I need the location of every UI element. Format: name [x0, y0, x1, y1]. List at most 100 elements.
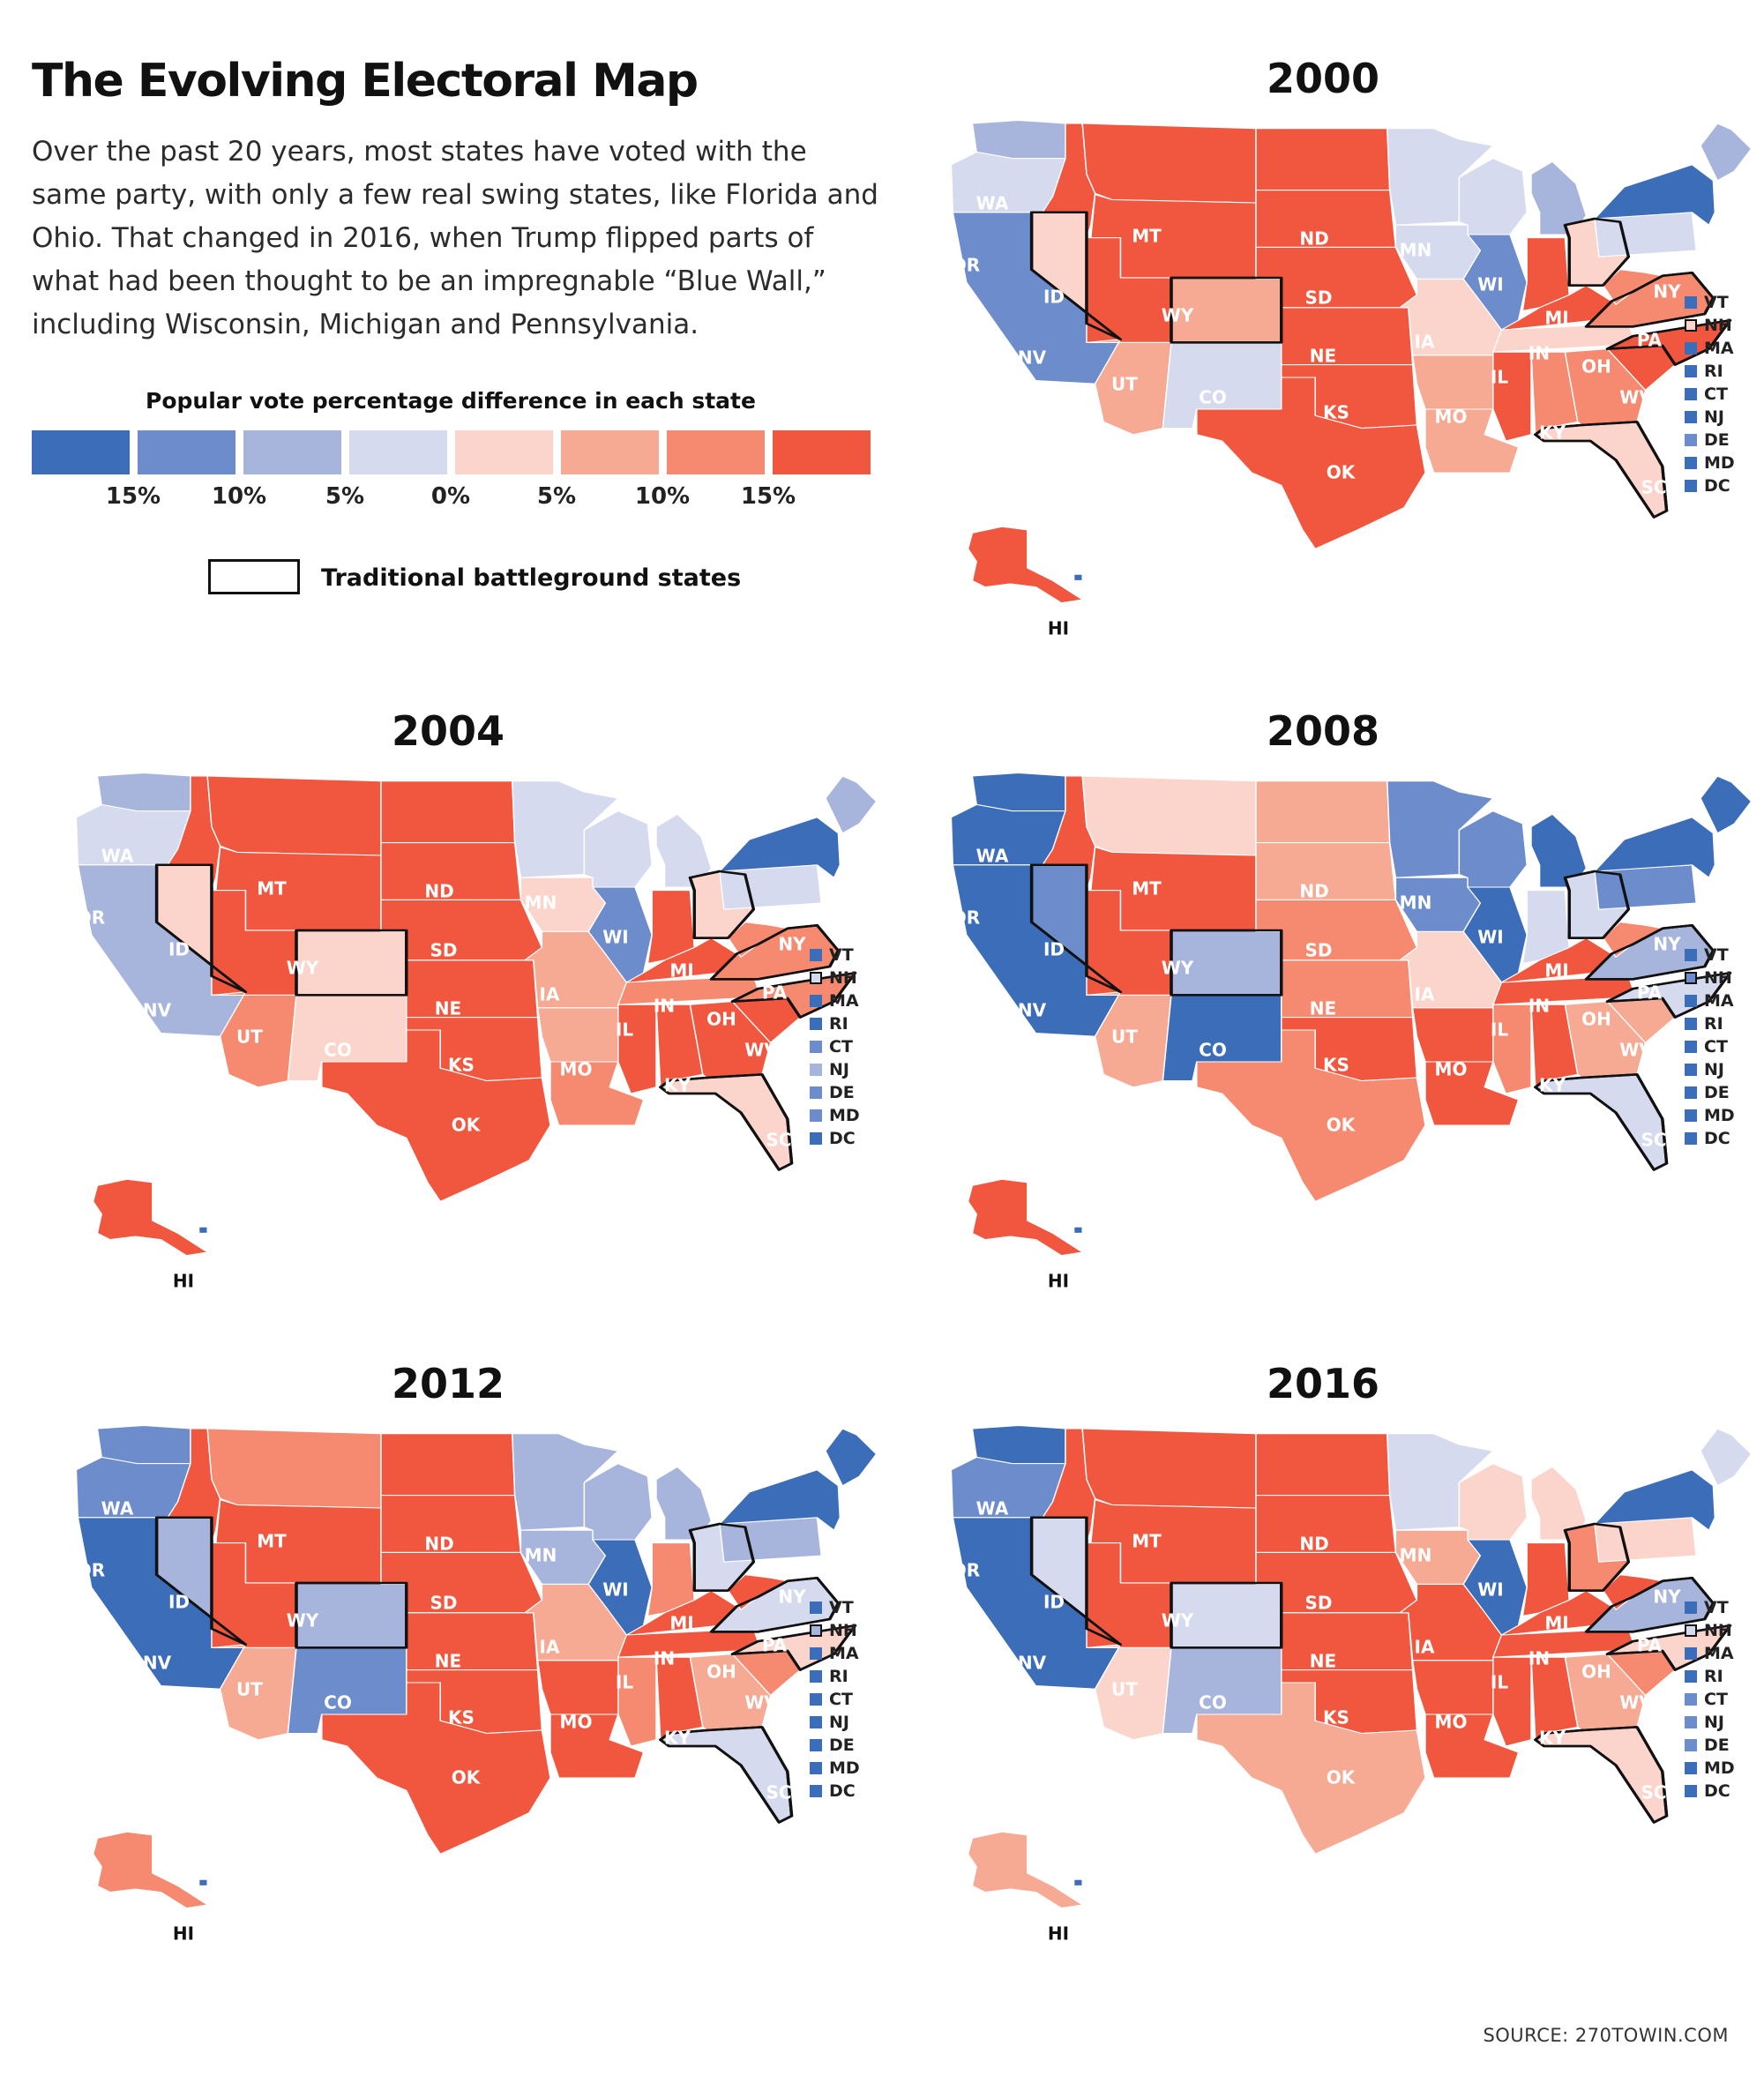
small-state-swatch	[810, 1739, 822, 1751]
small-state-row: CT	[1685, 1037, 1755, 1058]
state-label-nv: NV	[143, 1000, 172, 1021]
state-label-ca: CA	[82, 1688, 109, 1709]
state-label-tn: TN	[1561, 1758, 1588, 1780]
us-map-2012: WA OR CA NV ID MT WY UT CO AZ NM ND SD NE KS OK TX MN IA MO…	[75, 1424, 878, 1945]
state-hi	[1073, 1226, 1083, 1234]
battleground-label: Traditional battleground states	[321, 564, 742, 592]
battleground-outline-nc	[1605, 1624, 1732, 1671]
state-la	[549, 1713, 645, 1779]
map-panel-2008: WA OR CA NV ID MT WY UT CO AZ NM ND SD NE KS OK TX MN IA MO…	[891, 707, 1755, 1325]
state-ny	[719, 1469, 841, 1531]
small-state-label: CT	[1704, 1037, 1728, 1056]
state-ny	[1594, 1469, 1716, 1531]
small-state-label: DC	[1704, 476, 1730, 496]
state-wi	[1458, 1463, 1528, 1541]
us-map-2016: WA OR CA NV ID MT WY UT CO AZ NM ND SD NE KS OK TX MN IA MO…	[950, 1424, 1753, 1945]
small-state-swatch	[1685, 995, 1697, 1007]
state-mt	[206, 1428, 382, 1509]
small-state-label: RI	[829, 1014, 848, 1034]
state-label-oh: OH	[706, 1009, 736, 1030]
state-label-mt: MT	[257, 878, 287, 900]
state-ak	[967, 1178, 1083, 1257]
small-state-swatch	[810, 972, 822, 984]
small-state-label: NH	[1704, 316, 1732, 335]
state-label-la: LA	[1447, 534, 1473, 556]
small-state-label: DE	[1704, 1736, 1730, 1755]
state-label-sd: SD	[430, 1593, 457, 1614]
small-state-label: CT	[1704, 384, 1728, 404]
state-label-hi: HI	[173, 1923, 194, 1945]
state-label-or: OR	[77, 1560, 105, 1581]
state-label-nd: ND	[424, 1534, 453, 1555]
small-state-label: VT	[1704, 293, 1729, 312]
state-label-fl: FL	[767, 1256, 791, 1277]
state-ny	[1594, 817, 1716, 878]
state-wi	[1458, 158, 1528, 235]
state-label-wy: WY	[1162, 305, 1194, 326]
small-state-row: DC	[1685, 1129, 1755, 1150]
state-label-tn: TN	[686, 1758, 713, 1780]
small-state-swatch	[810, 1109, 822, 1122]
state-label-ga: GA	[1587, 1156, 1615, 1177]
state-label-pa: PA	[1637, 982, 1663, 1004]
state-label-va: VA	[783, 1704, 810, 1725]
small-state-label: RI	[1704, 1014, 1723, 1034]
state-label-mi: MI	[669, 960, 693, 982]
small-state-row: MD	[1685, 453, 1755, 474]
map-year-title: 2012	[391, 1360, 505, 1407]
state-ak	[92, 1831, 208, 1909]
battleground-outline-nc	[1605, 318, 1732, 366]
state-label-ks: KS	[448, 1055, 475, 1076]
state-label-fl: FL	[1642, 1908, 1666, 1930]
state-label-pa: PA	[1637, 1635, 1663, 1656]
small-state-row: NJ	[810, 1060, 880, 1081]
state-label-or: OR	[952, 1560, 980, 1581]
state-label-sd: SD	[430, 940, 457, 961]
small-state-swatch	[1685, 1647, 1697, 1660]
state-mt	[1081, 775, 1257, 856]
small-states-key: VT NH MA RI CT NJ DE MD DC	[1685, 293, 1755, 504]
small-state-row: MA	[810, 991, 880, 1012]
state-mt	[206, 775, 382, 856]
state-tx	[321, 1029, 551, 1202]
small-state-row: NH	[810, 1621, 880, 1642]
small-state-swatch	[810, 1785, 822, 1797]
small-state-label: MA	[829, 991, 859, 1011]
state-label-in: IN	[654, 996, 675, 1017]
state-label-ut: UT	[1111, 1679, 1138, 1700]
small-state-row: DE	[1685, 1736, 1755, 1757]
state-label-ks: KS	[1323, 1055, 1349, 1076]
state-label-id: ID	[1043, 939, 1065, 960]
small-state-row: NH	[810, 968, 880, 989]
state-label-ga: GA	[1587, 1809, 1615, 1830]
battleground-outline-oh	[1563, 217, 1631, 287]
small-state-row: DE	[1685, 1083, 1755, 1104]
battleground-outline-oh	[688, 870, 756, 939]
state-label-id: ID	[1043, 1592, 1065, 1613]
state-ny	[719, 817, 841, 878]
state-label-ky: KY	[1539, 1075, 1566, 1096]
state-label-ky: KY	[1539, 1728, 1566, 1749]
state-label-wv: WV	[744, 1692, 778, 1713]
small-state-swatch	[1685, 1041, 1697, 1053]
state-label-ia: IA	[1415, 1637, 1435, 1658]
small-state-label: DC	[1704, 1129, 1730, 1148]
state-label-ny: NY	[1653, 1587, 1681, 1608]
state-label-fl: FL	[1642, 1256, 1666, 1277]
state-label-id: ID	[1043, 287, 1065, 308]
state-label-co: CO	[324, 1692, 352, 1713]
small-state-label: MD	[829, 1758, 860, 1778]
state-label-oh: OH	[1581, 1009, 1611, 1030]
small-state-label: RI	[1704, 1667, 1723, 1686]
small-state-row: NJ	[1685, 407, 1755, 429]
small-state-label: DE	[829, 1736, 855, 1755]
small-state-row: MD	[1685, 1106, 1755, 1127]
state-label-ga: GA	[1587, 504, 1615, 525]
state-label-or: OR	[77, 907, 105, 929]
state-label-wi: WI	[1477, 274, 1504, 295]
state-tx	[1196, 377, 1426, 549]
state-label-mi: MI	[669, 1613, 693, 1634]
state-label-la: LA	[1447, 1840, 1473, 1861]
small-state-label: DC	[829, 1781, 856, 1801]
state-label-va: VA	[783, 1051, 810, 1072]
